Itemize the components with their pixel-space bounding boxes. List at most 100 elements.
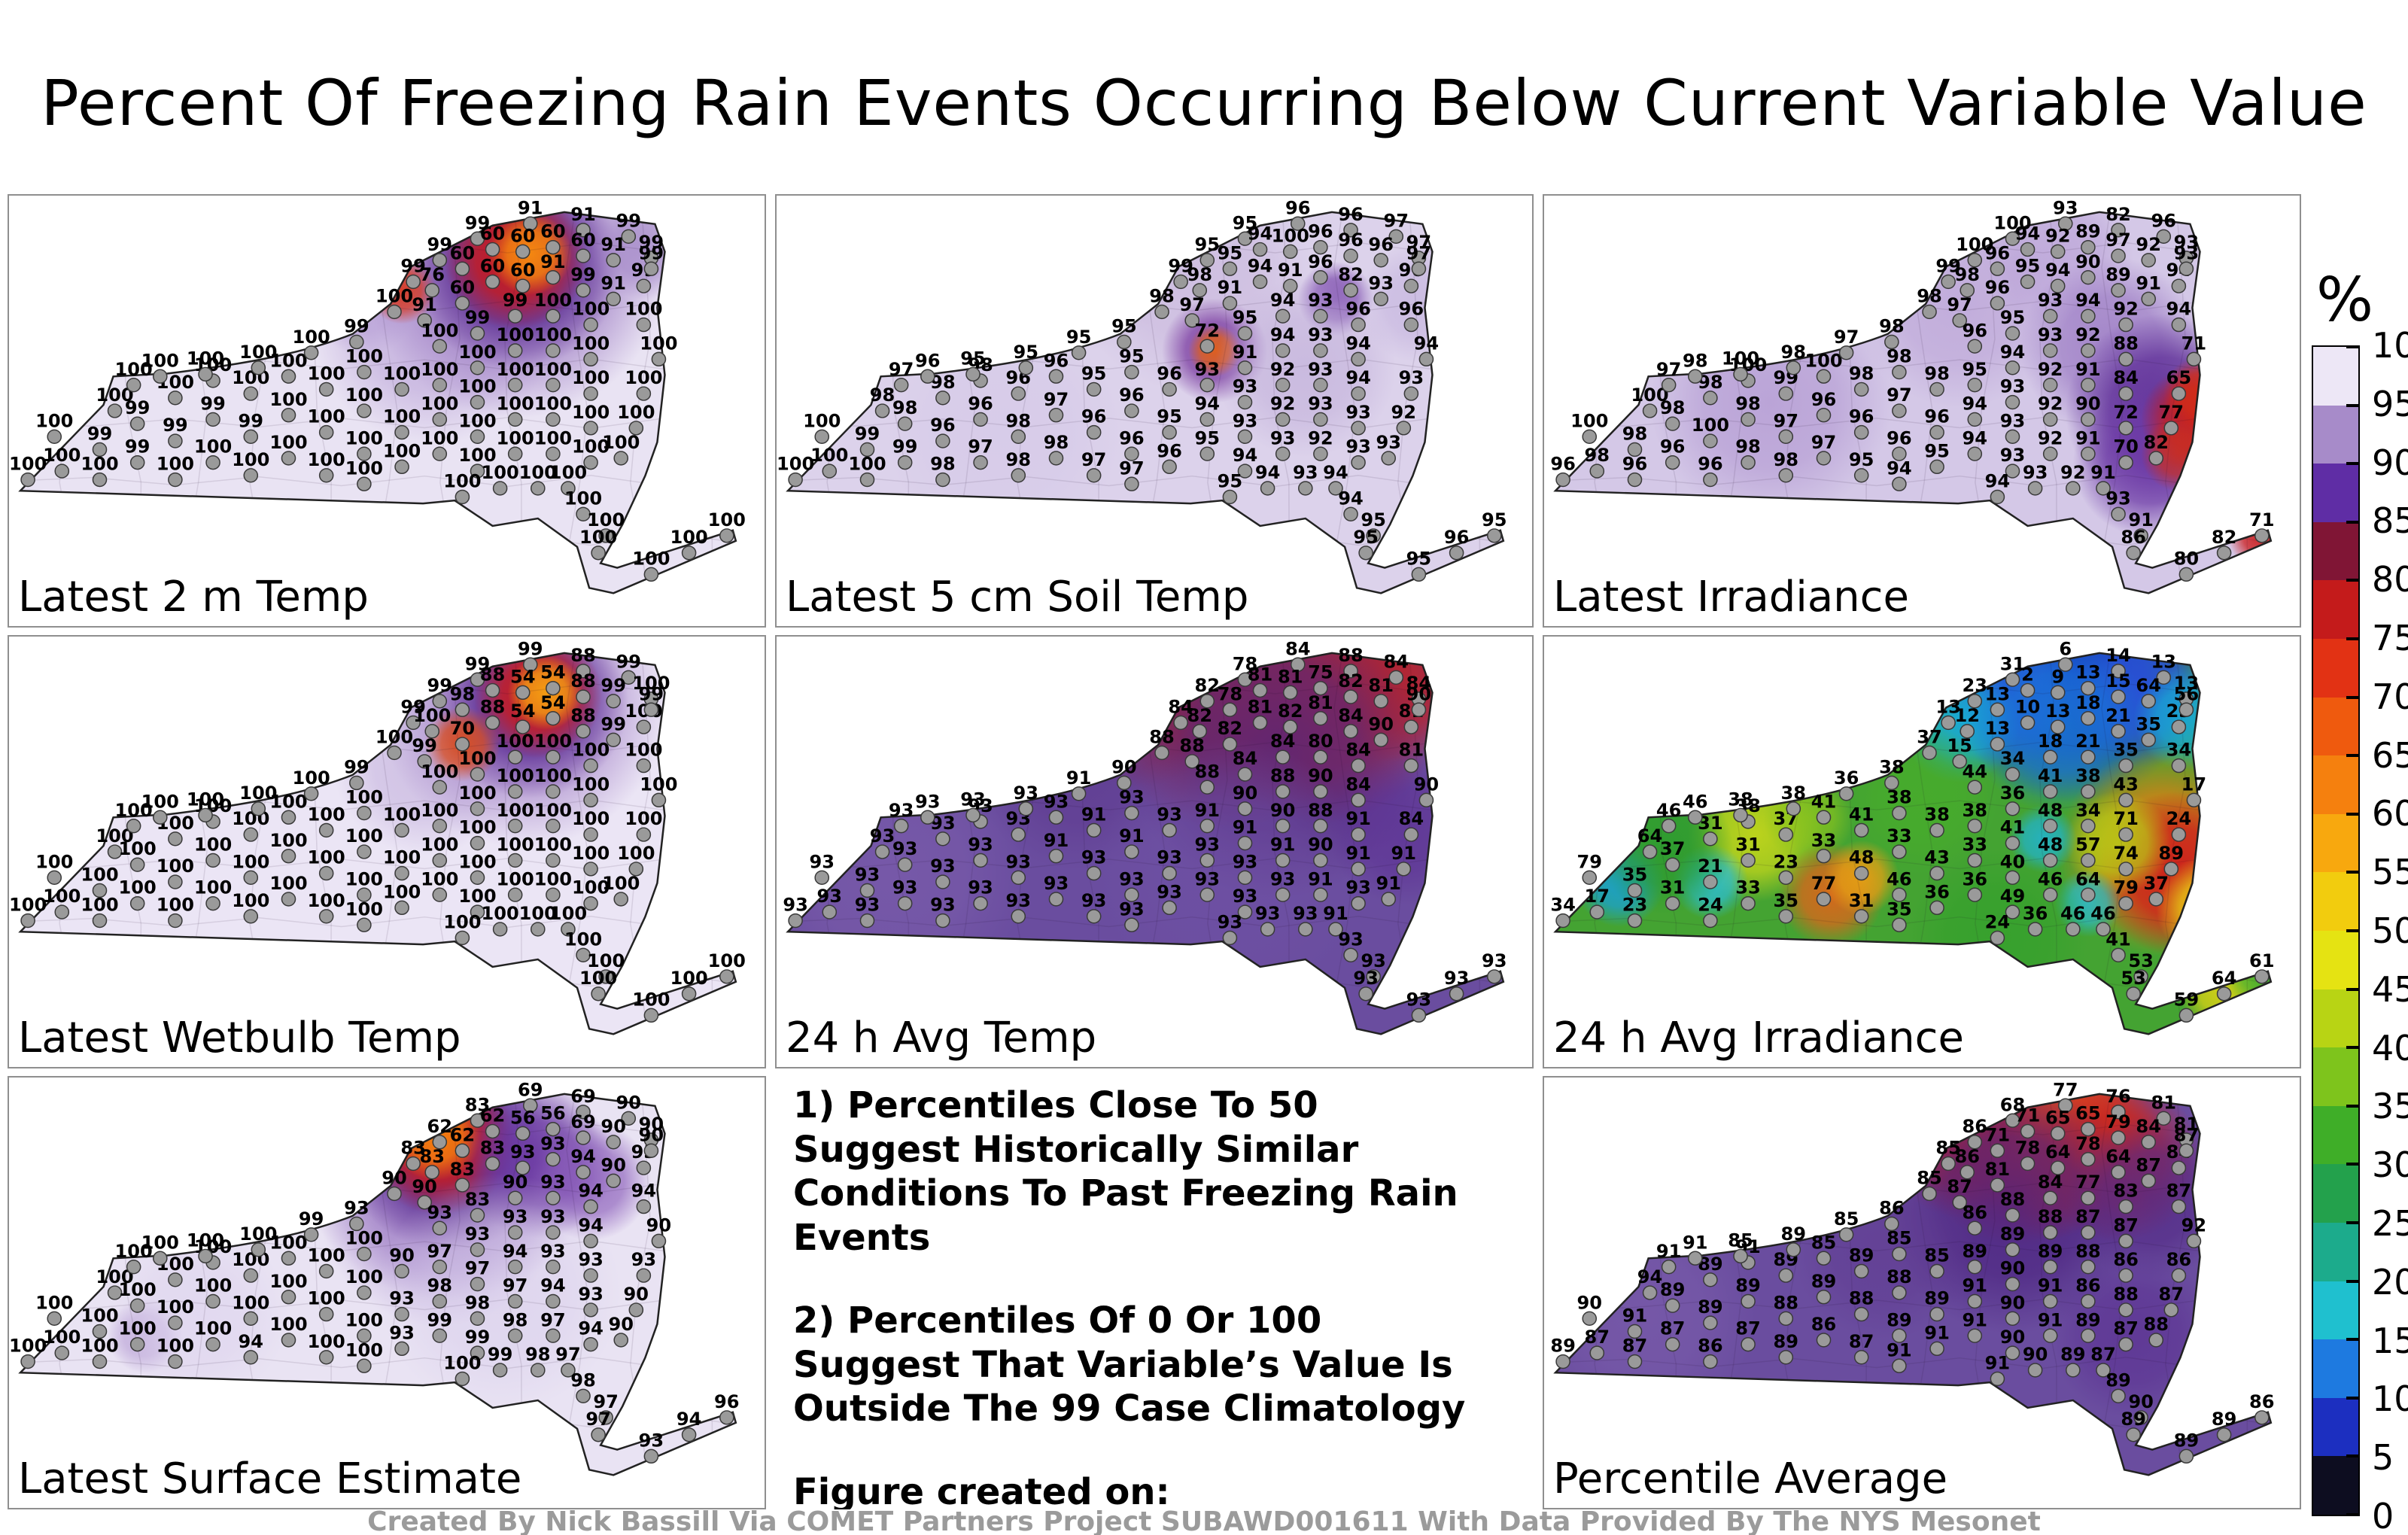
station-value: 100: [534, 765, 572, 786]
station-value: 100: [9, 895, 47, 916]
station-value: 38: [1879, 757, 1905, 778]
station-value: 89: [1660, 1279, 1686, 1300]
station-marker: [1892, 476, 1907, 491]
station-marker: [2042, 412, 2058, 427]
station-marker: [1952, 754, 1967, 769]
station-marker: [1275, 818, 1291, 834]
station-value: 100: [421, 394, 458, 415]
station-value: 100: [458, 817, 496, 838]
station-marker: [2178, 567, 2194, 582]
station-value: 96: [1338, 204, 1364, 225]
station-value: 97: [889, 359, 914, 380]
station-value: 91: [1963, 1275, 1988, 1296]
station-marker: [303, 1227, 319, 1242]
station-value: 93: [578, 1249, 604, 1270]
station-marker: [243, 870, 259, 886]
station-marker: [546, 1328, 561, 1343]
station-marker: [2057, 657, 2073, 672]
station-value: 90: [389, 1245, 415, 1266]
station-value: 100: [421, 800, 458, 821]
station-marker: [507, 784, 523, 799]
panel-24h-avg-temp: 93 93 93 93 93 93 93 93 93 93 93 93 93 93 93 93 93 93 93 91…: [775, 635, 1534, 1068]
station-marker: [935, 472, 950, 488]
station-marker: [47, 1311, 62, 1327]
station-value: 97: [1774, 411, 1799, 432]
station-marker: [1741, 412, 1756, 427]
station-value: 38: [1963, 800, 1988, 821]
colorbar-tick: [2346, 1454, 2358, 1458]
station-value: 96: [714, 1391, 740, 1412]
station-marker: [546, 887, 561, 902]
station-value: 84: [1168, 697, 1193, 718]
station-marker: [2171, 317, 2187, 333]
station-marker: [1048, 451, 1064, 466]
station-value: 100: [383, 441, 421, 462]
colorbar-body: 1009590858075706560555045403530252015105…: [2312, 325, 2408, 1535]
station-marker: [1192, 724, 1208, 739]
station-marker: [2133, 969, 2148, 984]
station-value: 98: [1006, 411, 1032, 432]
station-marker: [1627, 472, 1643, 488]
station-marker: [205, 454, 220, 470]
ny-state-map: 3479176435234637313121243831333723354133…: [1550, 638, 2275, 1035]
station-value: 96: [930, 415, 956, 436]
station-value: 100: [421, 427, 458, 448]
station-marker: [1184, 754, 1199, 769]
station-value: 93: [1368, 272, 1394, 293]
station-value: 91: [1308, 868, 1333, 889]
station-marker: [621, 229, 637, 245]
station-value: 12: [1954, 705, 1980, 726]
station-value: 96: [1345, 299, 1371, 320]
station-marker: [168, 391, 183, 406]
station-value: 91: [570, 204, 596, 225]
station-value: 94: [1985, 471, 2011, 492]
station-marker: [424, 724, 440, 739]
colorbar-tick-label: 10: [2372, 1378, 2408, 1420]
station-value: 60: [450, 242, 476, 263]
station-marker: [2020, 242, 2036, 257]
station-marker: [859, 913, 875, 929]
station-value: 100: [572, 402, 610, 423]
station-marker: [2141, 291, 2156, 306]
station-value: 95: [2015, 256, 2041, 277]
station-value: 100: [777, 454, 814, 475]
station-marker: [1589, 904, 1605, 919]
station-value: 100: [157, 454, 194, 475]
station-value: 24: [1698, 895, 1723, 916]
station-marker: [2178, 1448, 2194, 1464]
station-value: 53: [2128, 950, 2154, 971]
station-marker: [2118, 351, 2133, 367]
station-value: 88: [2075, 1241, 2101, 1262]
station-marker: [406, 1156, 421, 1172]
station-marker: [643, 1448, 659, 1464]
colorbar-tick-label: 0: [2372, 1496, 2394, 1535]
station-marker: [897, 857, 913, 872]
station-value: 99: [570, 264, 596, 285]
station-value: 100: [617, 402, 655, 423]
station-value: 93: [1006, 852, 1032, 873]
station-value: 93: [1353, 968, 1379, 989]
station-marker: [1011, 386, 1026, 401]
station-value: 91: [2136, 272, 2161, 293]
station-value: 91: [1963, 1309, 1988, 1330]
station-marker: [1703, 1272, 1718, 1287]
station-marker: [2005, 464, 2020, 479]
station-value: 37: [1917, 727, 1942, 748]
station-marker: [2005, 394, 2020, 410]
station-marker: [281, 1333, 296, 1348]
station-value: 95: [1195, 234, 1221, 255]
station-value: 84: [1345, 774, 1371, 795]
station-value: 96: [1338, 229, 1364, 251]
colorbar-segment: [2313, 1105, 2358, 1165]
colorbar-tick-label: 70: [2372, 676, 2408, 717]
station-value: 90: [646, 1215, 672, 1236]
station-value: 90: [1111, 757, 1137, 778]
station-marker: [1298, 922, 1313, 937]
station-marker: [1282, 244, 1298, 260]
station-marker: [1853, 822, 1869, 838]
station-value: 60: [480, 223, 506, 245]
station-marker: [1816, 369, 1832, 384]
station-value: 100: [187, 348, 224, 369]
station-marker: [621, 670, 637, 685]
station-marker: [318, 381, 334, 397]
